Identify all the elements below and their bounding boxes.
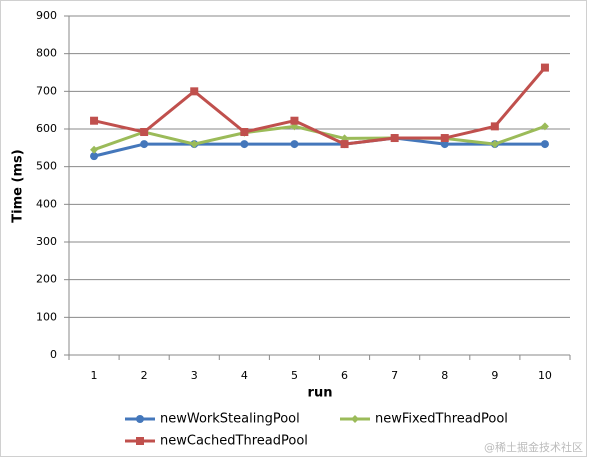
data-point — [140, 128, 149, 137]
y-tick-label: 100 — [36, 310, 57, 323]
legend-label: newFixedThreadPool — [375, 412, 508, 427]
series-line — [93, 66, 547, 146]
y-tick-label: 0 — [50, 348, 57, 361]
legend-label: newCachedThreadPool — [160, 434, 308, 449]
data-point — [90, 116, 99, 125]
data-point — [540, 122, 549, 131]
y-tick-label: 800 — [36, 47, 57, 60]
y-tick-label: 900 — [36, 9, 57, 22]
legend-marker — [351, 415, 359, 423]
y-tick-label: 700 — [36, 84, 57, 97]
data-point — [140, 140, 149, 149]
x-axis-label: run — [308, 386, 333, 401]
data-point — [440, 140, 449, 149]
data-point — [240, 140, 249, 149]
data-point — [290, 140, 299, 149]
data-point — [490, 122, 499, 131]
data-point — [340, 140, 349, 149]
x-tick-label: 10 — [538, 369, 552, 382]
legend-marker — [136, 415, 144, 423]
data-point — [390, 134, 399, 143]
x-tick-label: 7 — [391, 369, 398, 382]
y-tick-label: 300 — [36, 235, 57, 248]
x-tick-label: 4 — [241, 369, 248, 382]
data-point — [190, 87, 199, 96]
x-tick-label: 3 — [191, 369, 198, 382]
x-tick-label: 6 — [341, 369, 348, 382]
x-tick-label: 1 — [91, 369, 98, 382]
data-point — [90, 145, 99, 154]
series-line — [93, 136, 545, 158]
y-tick-label: 200 — [36, 273, 57, 286]
y-tick-label: 500 — [36, 160, 57, 173]
legend-marker — [136, 437, 144, 445]
x-tick-label: 9 — [491, 369, 498, 382]
y-tick-label: 600 — [36, 122, 57, 135]
data-point — [490, 140, 499, 149]
data-point — [540, 63, 549, 72]
y-tick-label: 400 — [36, 197, 57, 210]
legend-label: newWorkStealingPool — [160, 412, 300, 427]
data-point — [290, 116, 299, 125]
watermark: @稀土掘金技术社区 — [484, 440, 583, 454]
x-tick-label: 8 — [441, 369, 448, 382]
data-point — [240, 128, 249, 137]
data-point — [90, 152, 99, 161]
y-axis-label: Time (ms) — [11, 149, 26, 222]
x-tick-label: 5 — [291, 369, 298, 382]
data-point — [540, 140, 549, 149]
data-point — [440, 134, 449, 143]
x-tick-label: 2 — [141, 369, 148, 382]
data-point — [190, 140, 199, 149]
